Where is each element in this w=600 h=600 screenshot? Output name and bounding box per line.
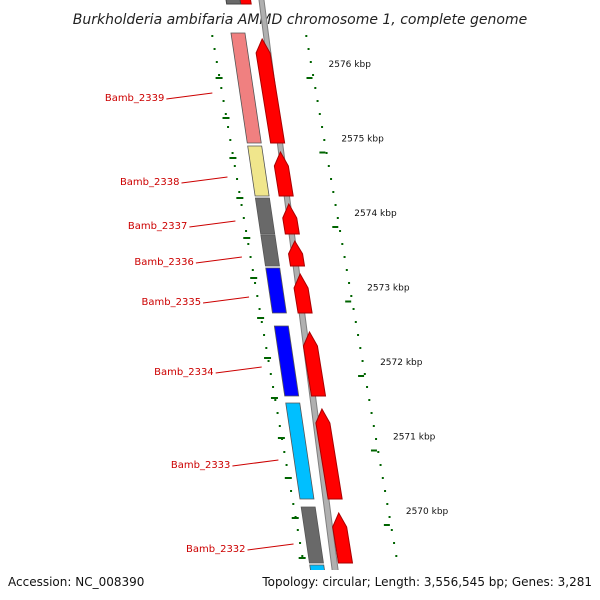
gene-label: Bamb_2339 (105, 93, 165, 104)
gene-label: Bamb_2334 (154, 367, 214, 378)
ruler-label: 2573 kbp (367, 284, 410, 294)
label-leader (215, 366, 262, 374)
gene-block (254, 197, 276, 235)
map-title: Burkholderia ambifaria AMMD chromosome 1… (73, 12, 527, 28)
gene-label: Bamb_2337 (128, 221, 188, 232)
ruler-label: 2570 kbp (406, 507, 449, 517)
cds-arrow (273, 150, 294, 197)
gene-feature (225, 0, 242, 5)
gene-features: Bamb_2339 Bamb_2338 Bamb_2337 Bamb_2336 Bamb… (105, 0, 359, 600)
cds-arrow (315, 407, 343, 500)
gene-block (265, 267, 287, 314)
kbp-ruler: 2576 kbp 2575 kbp 2574 kbp 2573 kbp 2572 kbp… (306, 60, 449, 526)
ruler-label: 2576 kbp (329, 60, 372, 70)
label-leader (203, 296, 250, 304)
label-leader (247, 543, 294, 551)
label-leader (232, 459, 279, 467)
ruler-label: 2572 kbp (380, 358, 423, 368)
cds-arrow (255, 37, 286, 144)
cds-arrow (332, 511, 354, 564)
gene-block (230, 32, 262, 144)
gene-label: Bamb_2333 (171, 460, 231, 471)
minor-ticks (211, 35, 398, 559)
cds-arrow (282, 202, 300, 235)
gene-label: Bamb_2338 (120, 177, 180, 188)
gene-label: Bamb_2336 (134, 257, 194, 268)
label-leader (166, 92, 213, 100)
gene-block (260, 234, 280, 267)
gene-block (273, 325, 300, 397)
accession-text: Accession: NC_008390 (8, 575, 144, 589)
gene-block (247, 145, 270, 197)
cds-arrow (293, 272, 313, 314)
label-leader (195, 256, 242, 264)
ruler-label: 2571 kbp (393, 433, 436, 443)
gene-label: Bamb_2332 (186, 544, 246, 555)
cds-arrow (302, 330, 327, 397)
gene-block (285, 402, 315, 500)
cds-arrow (288, 239, 306, 267)
footer-background (0, 570, 600, 600)
label-leader (189, 220, 236, 228)
gene-block (300, 506, 324, 564)
topology-text: Topology: circular; Length: 3,556,545 bp… (261, 575, 592, 589)
label-leader (181, 176, 228, 184)
gene-label: Bamb_2335 (142, 297, 202, 308)
ruler-label: 2575 kbp (341, 135, 384, 145)
ruler-label: 2574 kbp (354, 209, 397, 219)
